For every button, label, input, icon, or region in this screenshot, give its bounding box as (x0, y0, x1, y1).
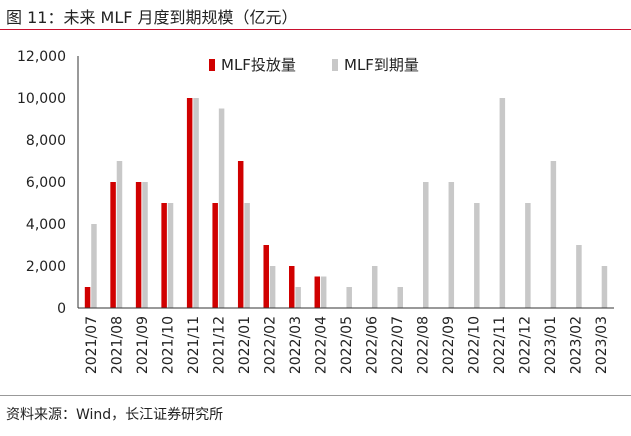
x-tick-label: 2021/07 (84, 316, 100, 374)
bar-maturity (193, 98, 199, 308)
bar-maturity (448, 182, 455, 308)
bar-maturity (371, 266, 378, 308)
y-tick-label: 0 (57, 301, 66, 317)
bar-issuance (237, 161, 244, 308)
bar-issuance (186, 98, 193, 308)
x-tick-label: 2021/11 (186, 316, 202, 374)
x-tick-label: 2022/10 (467, 316, 483, 374)
bar-maturity (91, 224, 97, 308)
bar-maturity (218, 108, 225, 308)
y-tick-label: 2,000 (26, 259, 66, 275)
bar-maturity (576, 245, 582, 308)
bar-issuance (314, 276, 321, 308)
legend-maturity: MLF到期量 (332, 56, 419, 74)
bar-maturity (269, 266, 276, 308)
bar-issuance (263, 245, 269, 308)
bar-issuance (84, 287, 91, 308)
legend-swatch (209, 59, 215, 71)
bar-issuance (289, 266, 295, 308)
x-tick-label: 2022/05 (339, 316, 355, 374)
bar-issuance (110, 182, 116, 308)
legend-label: MLF到期量 (344, 56, 419, 74)
x-tick-label: 2023/03 (594, 316, 610, 374)
figure-title: 图 11：未来 MLF 月度到期规模（亿元） (6, 8, 298, 27)
title-divider (0, 29, 631, 30)
x-tick-label: 2022/09 (441, 316, 457, 374)
bar-maturity (601, 266, 608, 308)
x-tick-label: 2022/12 (518, 316, 534, 374)
bar-maturity (499, 98, 506, 308)
legend-label: MLF投放量 (221, 56, 296, 74)
y-tick-label: 8,000 (26, 133, 66, 149)
x-tick-label: 2022/01 (237, 316, 253, 374)
bar-maturity (295, 287, 301, 308)
bar-issuance (161, 203, 167, 308)
mlf-bar-chart: 0 2,000 4,000 6,000 8,000 10,000 12,000 2021/0… (17, 49, 614, 374)
x-tick-label: 2022/04 (313, 316, 329, 374)
x-tick-label: 2021/10 (160, 316, 176, 374)
bar-maturity (116, 161, 123, 308)
x-tick-label: 2022/06 (365, 316, 381, 374)
bar-maturity (550, 161, 557, 308)
bar-maturity (525, 203, 531, 308)
x-tick-label: 2023/01 (543, 316, 559, 374)
y-tick-label: 10,000 (17, 91, 66, 107)
bar-maturity (244, 203, 250, 308)
bar-maturity (346, 287, 352, 308)
bar-issuance (135, 182, 142, 308)
x-tick-label: 2022/07 (390, 316, 406, 374)
x-tick-label: 2023/02 (569, 316, 585, 374)
x-tick-label: 2022/08 (416, 316, 432, 374)
bar-maturity (397, 287, 403, 308)
y-axis-ticks: 0 2,000 4,000 6,000 8,000 10,000 12,000 (17, 49, 66, 317)
x-tick-label: 2022/02 (262, 316, 278, 374)
legend: MLF投放量 MLF到期量 (209, 56, 419, 74)
bar-maturity (167, 203, 174, 308)
y-tick-label: 4,000 (26, 217, 66, 233)
bar-maturity (423, 182, 429, 308)
x-tick-label: 2021/09 (135, 316, 151, 374)
x-tick-label: 2021/08 (109, 316, 125, 374)
legend-issuance: MLF投放量 (209, 56, 296, 74)
bar-maturity (474, 203, 480, 308)
source-note: 资料来源：Wind，长江证券研究所 (6, 407, 224, 423)
axes: 2021/07 2021/08 2021/09 2021/10 2021/11 2021/… (77, 56, 614, 374)
legend-swatch (332, 59, 338, 71)
bar-maturity (142, 182, 148, 308)
source-divider (0, 395, 631, 396)
y-tick-label: 6,000 (26, 175, 66, 191)
x-tick-label: 2022/03 (288, 316, 304, 374)
bars (84, 98, 608, 308)
y-tick-label: 12,000 (17, 49, 66, 65)
x-tick-label: 2022/11 (492, 316, 508, 374)
bar-issuance (212, 203, 218, 308)
bar-maturity (320, 276, 327, 308)
x-tick-label: 2021/12 (211, 316, 227, 374)
